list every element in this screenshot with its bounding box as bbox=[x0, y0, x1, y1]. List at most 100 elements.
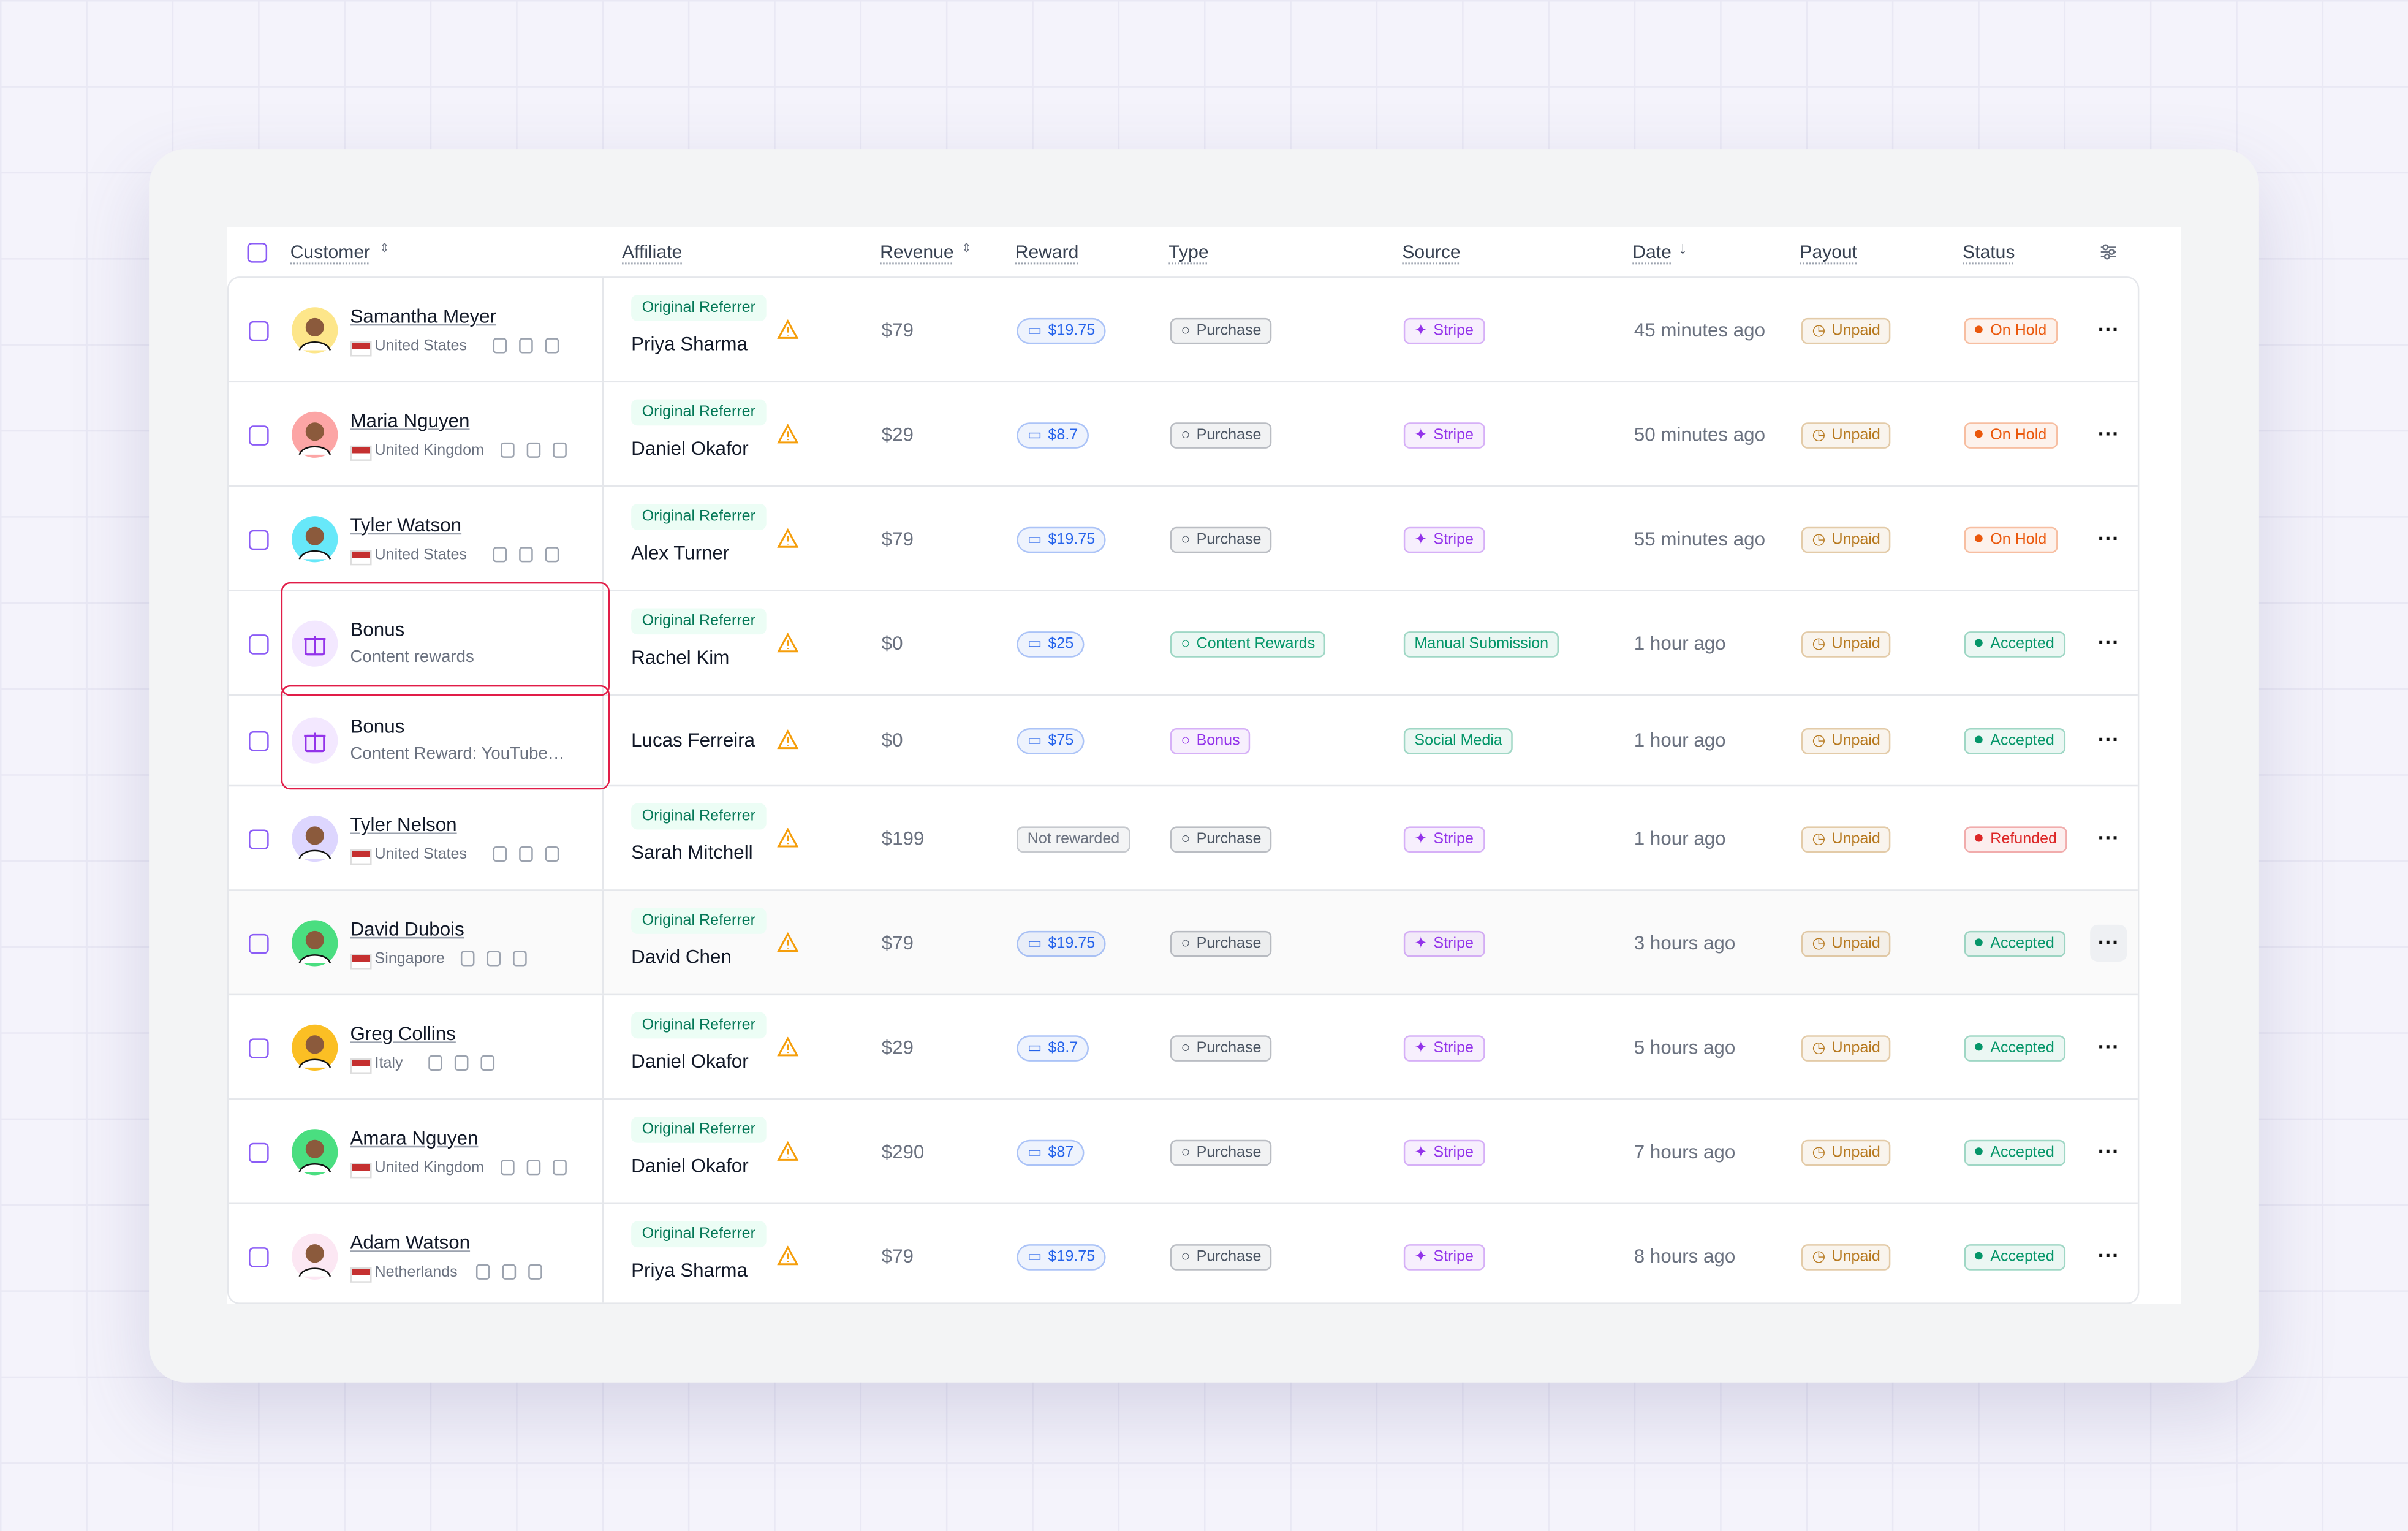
affiliate-name[interactable]: Alex Turner bbox=[631, 542, 730, 564]
type-badge: ○ Bonus bbox=[1170, 728, 1251, 755]
row-checkbox[interactable] bbox=[249, 933, 269, 954]
status-badge-text: On Hold bbox=[1990, 427, 2047, 444]
customer-name[interactable]: Adam Watson bbox=[350, 1231, 471, 1253]
affiliate-name[interactable]: Daniel Okafor bbox=[631, 1050, 749, 1073]
row-actions[interactable]: ··· bbox=[2097, 629, 2119, 654]
column-header[interactable]: Affiliate bbox=[622, 241, 683, 263]
device-icon bbox=[480, 1055, 494, 1071]
device-icon bbox=[545, 846, 559, 862]
avatar bbox=[292, 718, 338, 764]
revenue: $79 bbox=[881, 932, 914, 954]
column-header[interactable]: Payout bbox=[1800, 241, 1858, 263]
customer-name[interactable]: Bonus bbox=[350, 716, 405, 738]
status-badge-text: Refunded bbox=[1990, 831, 2057, 848]
column-header[interactable]: Date bbox=[1632, 241, 1672, 263]
affiliate-name[interactable]: Daniel Okafor bbox=[631, 437, 749, 459]
avatar bbox=[292, 1128, 338, 1175]
device-icon bbox=[553, 1159, 567, 1175]
affiliate-name[interactable]: Sarah Mitchell bbox=[631, 841, 753, 864]
row-actions[interactable]: ··· bbox=[2097, 525, 2119, 550]
warning-icon bbox=[777, 1140, 799, 1169]
device-icon bbox=[493, 546, 507, 562]
device-icon bbox=[545, 338, 559, 354]
device-icon bbox=[527, 1159, 541, 1175]
column-settings[interactable] bbox=[2099, 243, 2118, 261]
type-badge-text: Bonus bbox=[1196, 733, 1240, 750]
source-badge-text: Stripe bbox=[1433, 1248, 1474, 1266]
row-actions[interactable]: ··· bbox=[2097, 420, 2119, 446]
row-checkbox[interactable] bbox=[249, 1247, 269, 1267]
status-badge: Accepted bbox=[1964, 631, 2065, 657]
source-badge-text: Stripe bbox=[1433, 427, 1474, 444]
column-header[interactable]: Status bbox=[1963, 241, 2015, 263]
status-badge-text: Accepted bbox=[1990, 935, 2054, 952]
customer-name[interactable]: Bonus bbox=[350, 618, 405, 640]
customer-country: Netherlands bbox=[374, 1263, 458, 1281]
column-header[interactable]: Revenue bbox=[880, 241, 954, 263]
column-header[interactable]: Type bbox=[1168, 241, 1209, 263]
column-header[interactable]: Reward bbox=[1015, 241, 1079, 263]
customer-name[interactable]: Samantha Meyer bbox=[350, 305, 497, 327]
affiliate-name[interactable]: Daniel Okafor bbox=[631, 1155, 749, 1177]
customer-name[interactable]: Tyler Nelson bbox=[350, 814, 457, 836]
reward-badge-text: $19.75 bbox=[1048, 531, 1096, 549]
customer-country: United Kingdom bbox=[374, 1159, 484, 1177]
highlight-box bbox=[281, 582, 610, 696]
customer-name[interactable]: Amara Nguyen bbox=[350, 1127, 479, 1149]
status-badge: Accepted bbox=[1964, 728, 2065, 755]
customer-name[interactable]: Tyler Watson bbox=[350, 514, 462, 536]
row-checkbox[interactable] bbox=[249, 1142, 269, 1163]
row-actions[interactable]: ··· bbox=[2097, 727, 2119, 752]
column-divider bbox=[602, 382, 604, 485]
customer-name[interactable]: Greg Collins bbox=[350, 1022, 456, 1044]
row-checkbox[interactable] bbox=[249, 1038, 269, 1058]
row-checkbox[interactable] bbox=[249, 425, 269, 446]
column-header[interactable]: Source bbox=[1402, 241, 1461, 263]
row-actions[interactable]: ··· bbox=[2090, 924, 2127, 962]
warning-icon bbox=[777, 1245, 799, 1273]
row-checkbox[interactable] bbox=[249, 634, 269, 654]
select-all[interactable] bbox=[247, 243, 268, 263]
source-badge-text: Stripe bbox=[1433, 531, 1474, 549]
customer-country: Italy bbox=[374, 1055, 403, 1073]
affiliate-label: Original Referrer bbox=[631, 399, 767, 425]
warning-icon bbox=[777, 632, 799, 660]
row-checkbox[interactable] bbox=[249, 829, 269, 850]
revenue: $290 bbox=[881, 1141, 925, 1163]
reward-badge: ▭ $19.75 bbox=[1017, 930, 1106, 957]
row-actions[interactable]: ··· bbox=[2097, 1242, 2119, 1267]
row-actions[interactable]: ··· bbox=[2097, 1138, 2119, 1163]
payout-badge: ◷ Unpaid bbox=[1801, 631, 1891, 657]
flag bbox=[350, 954, 372, 970]
type-badge-text: Purchase bbox=[1196, 1248, 1262, 1266]
row-actions[interactable]: ··· bbox=[2097, 825, 2119, 850]
row-actions[interactable]: ··· bbox=[2097, 1033, 2119, 1058]
column-header[interactable]: Customer bbox=[290, 241, 371, 263]
revenue: $0 bbox=[881, 730, 903, 752]
device-icon bbox=[512, 951, 526, 967]
date: 45 minutes ago bbox=[1634, 319, 1766, 341]
row-checkbox[interactable] bbox=[249, 731, 269, 752]
table-row: Maria Nguyen United Kingdom Original Refer… bbox=[229, 382, 2138, 487]
device-icon bbox=[553, 442, 567, 458]
device-icon bbox=[493, 338, 507, 354]
row-actions[interactable]: ··· bbox=[2097, 316, 2119, 341]
revenue: $29 bbox=[881, 1036, 914, 1058]
reward-badge: ▭ $87 bbox=[1017, 1139, 1085, 1166]
revenue: $79 bbox=[881, 319, 914, 341]
payout-badge-text: Unpaid bbox=[1831, 831, 1880, 848]
type-badge: ○ Purchase bbox=[1170, 930, 1273, 957]
reward-badge: Not rewarded bbox=[1017, 826, 1130, 853]
row-checkbox[interactable] bbox=[249, 530, 269, 550]
source-badge-text: Manual Submission bbox=[1414, 635, 1549, 653]
affiliate-name[interactable]: Lucas Ferreira bbox=[631, 730, 755, 752]
affiliate-name[interactable]: Rachel Kim bbox=[631, 646, 730, 668]
status-badge: On Hold bbox=[1964, 422, 2058, 449]
affiliate-name[interactable]: David Chen bbox=[631, 946, 732, 968]
affiliate-name[interactable]: Priya Sharma bbox=[631, 1259, 748, 1281]
row-checkbox[interactable] bbox=[249, 321, 269, 341]
customer-name[interactable]: David Dubois bbox=[350, 918, 464, 940]
customer-name[interactable]: Maria Nguyen bbox=[350, 409, 470, 431]
affiliate-name[interactable]: Priya Sharma bbox=[631, 333, 748, 355]
flag bbox=[350, 1058, 372, 1074]
